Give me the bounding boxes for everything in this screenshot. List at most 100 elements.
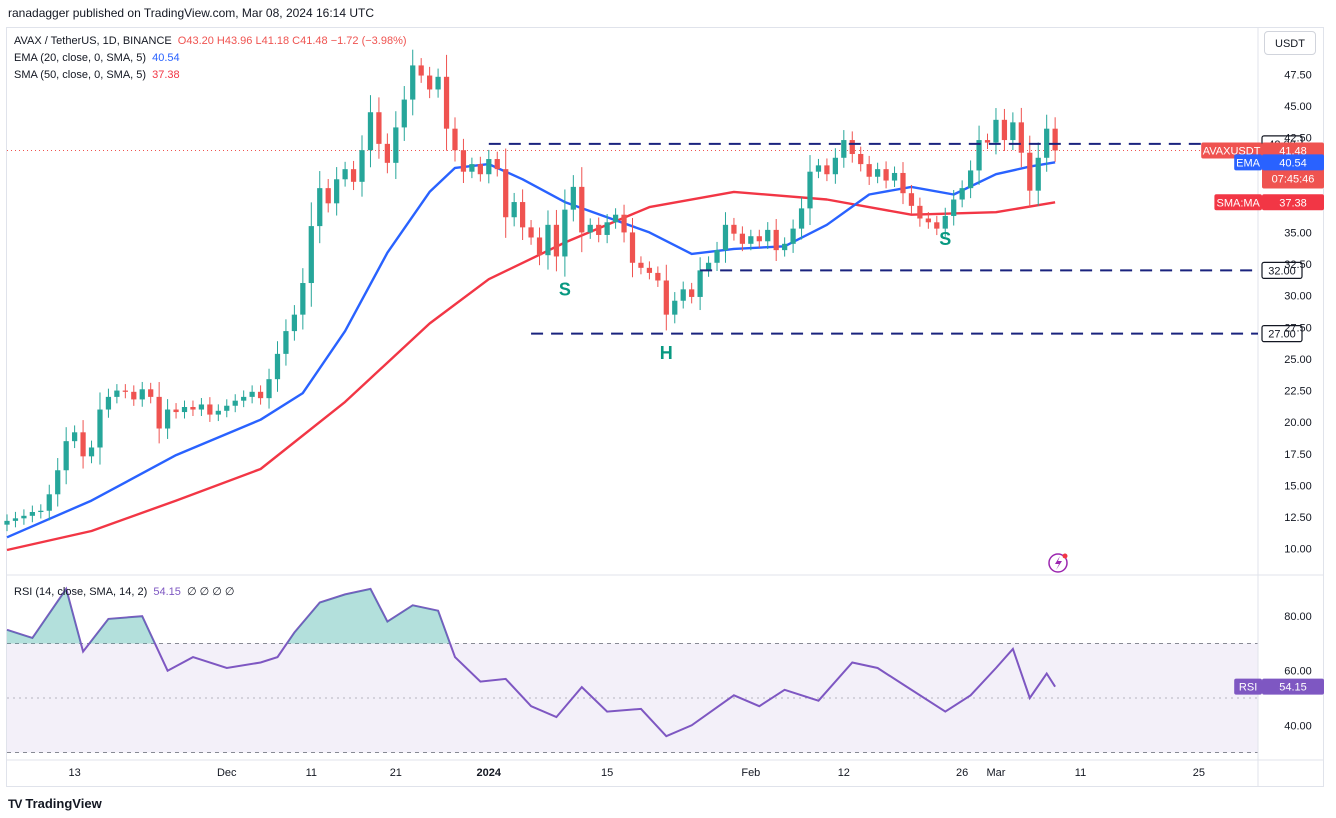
candle-body bbox=[891, 172, 898, 181]
candle-body bbox=[401, 99, 407, 128]
candle bbox=[12, 511, 19, 528]
price-tick-label: 32.50 bbox=[1284, 259, 1312, 271]
rsi-tick-label: 80.00 bbox=[1284, 611, 1312, 623]
candle-body bbox=[334, 179, 340, 204]
candle bbox=[224, 399, 230, 418]
time-tick-label: 15 bbox=[601, 767, 613, 779]
candle-body bbox=[232, 400, 238, 406]
candle-body bbox=[705, 262, 712, 271]
candle-body bbox=[452, 128, 458, 151]
candle-body bbox=[291, 314, 298, 332]
candle bbox=[376, 97, 382, 159]
candle bbox=[72, 425, 78, 449]
candle-body bbox=[418, 65, 424, 76]
candle bbox=[190, 400, 196, 416]
candle-body bbox=[1001, 119, 1008, 141]
candle bbox=[689, 282, 695, 304]
price-tick-label: 35.00 bbox=[1284, 227, 1312, 239]
candle-body bbox=[1044, 128, 1050, 158]
price-tick-label: 30.00 bbox=[1284, 291, 1312, 303]
level-tag-32.00[interactable]: 32.00 bbox=[1261, 261, 1303, 279]
price-tag-name-bg bbox=[1214, 194, 1262, 211]
candle-body bbox=[672, 300, 678, 315]
candle-body bbox=[553, 224, 560, 257]
flash-icon[interactable] bbox=[1048, 553, 1068, 573]
candle bbox=[88, 440, 95, 464]
candle-body bbox=[680, 289, 686, 301]
candle-body bbox=[308, 226, 314, 284]
currency-button[interactable]: USDT bbox=[1264, 31, 1316, 55]
price-tag-name: RSI bbox=[1239, 682, 1257, 694]
time-tick-label: 2024 bbox=[477, 767, 502, 779]
candle bbox=[841, 130, 847, 168]
time-tick-label: 11 bbox=[1075, 767, 1086, 779]
candle-body bbox=[866, 164, 872, 177]
candle bbox=[942, 207, 948, 237]
time-tick-label: 11 bbox=[306, 767, 317, 779]
candle-body bbox=[215, 410, 221, 415]
candle-body bbox=[317, 188, 323, 227]
candle-body bbox=[410, 65, 416, 100]
candle bbox=[435, 68, 441, 98]
level-tag-27.00[interactable]: 27.00 bbox=[1261, 325, 1303, 343]
candle-body bbox=[722, 224, 729, 251]
candle-body bbox=[697, 270, 703, 297]
price-tag-value: 07:45:46 bbox=[1272, 173, 1315, 185]
candle bbox=[604, 214, 610, 244]
candle-body bbox=[342, 169, 348, 180]
price-tag-smama[interactable]: SMA:MA 37.38 bbox=[1214, 194, 1324, 211]
legend-ema-value: 40.54 bbox=[152, 52, 180, 64]
price-tick-label: 15.00 bbox=[1284, 480, 1312, 492]
candle bbox=[807, 155, 813, 226]
legend-sma-row[interactable]: SMA (50, close, 0, SMA, 5) 37.38 bbox=[14, 69, 180, 81]
price-tag-rsi[interactable]: RSI 54.15 bbox=[1234, 678, 1324, 695]
candle-body bbox=[367, 112, 374, 151]
candle bbox=[443, 54, 450, 151]
candle-body bbox=[967, 170, 974, 189]
legend-ema-row[interactable]: EMA (20, close, 0, SMA, 5) 40.54 bbox=[14, 52, 180, 64]
tradingview-brand[interactable]: TV TradingView bbox=[8, 796, 102, 811]
legend-symbol[interactable]: AVAX / TetherUS, 1D, BINANCE bbox=[14, 35, 172, 47]
candle-body bbox=[72, 432, 78, 442]
legend-rsi-row[interactable]: RSI (14, close, SMA, 14, 2) 54.15 ∅ ∅ ∅ … bbox=[14, 585, 234, 598]
candle-body bbox=[38, 510, 44, 513]
candle bbox=[38, 504, 44, 519]
candle bbox=[714, 241, 720, 272]
candle bbox=[1018, 107, 1024, 168]
price-tick-label: 17.50 bbox=[1284, 449, 1312, 461]
sma50-line bbox=[6, 190, 1056, 552]
candle bbox=[663, 264, 669, 331]
candle-body bbox=[105, 396, 112, 410]
legend-symbol-row: AVAX / TetherUS, 1D, BINANCE O43.20 H43.… bbox=[14, 35, 407, 47]
candle bbox=[815, 158, 822, 179]
candle bbox=[359, 135, 365, 197]
grid-layer bbox=[7, 28, 1324, 786]
candle bbox=[80, 420, 86, 469]
publisher-line: ranadagger published on TradingView.com,… bbox=[8, 6, 375, 20]
price-tag-value: 37.38 bbox=[1279, 197, 1307, 209]
candle bbox=[452, 117, 458, 162]
candle bbox=[55, 458, 61, 507]
brand-name: TradingView bbox=[25, 796, 102, 811]
candle bbox=[503, 148, 509, 238]
candle bbox=[765, 222, 771, 250]
candle-body bbox=[756, 236, 762, 242]
candle-body bbox=[325, 188, 331, 204]
rsi-band-layer bbox=[7, 643, 1258, 753]
rsi-tick-label: 60.00 bbox=[1284, 666, 1312, 678]
candle bbox=[925, 212, 931, 229]
candle bbox=[63, 427, 69, 485]
candle-body bbox=[443, 76, 450, 129]
price-tag-value: 40.54 bbox=[1279, 157, 1307, 169]
price-tick-label: 25.00 bbox=[1284, 354, 1312, 366]
candle bbox=[756, 229, 762, 248]
chart-frame bbox=[6, 27, 1324, 787]
candle-body bbox=[359, 150, 365, 182]
candle-body bbox=[181, 407, 188, 413]
candle-body bbox=[376, 112, 382, 144]
price-tag-ema[interactable]: EMA 40.54 bbox=[1234, 154, 1324, 171]
candle-body bbox=[477, 164, 483, 175]
candle-body bbox=[612, 214, 619, 223]
candle-body bbox=[241, 396, 247, 401]
candle bbox=[207, 397, 213, 422]
